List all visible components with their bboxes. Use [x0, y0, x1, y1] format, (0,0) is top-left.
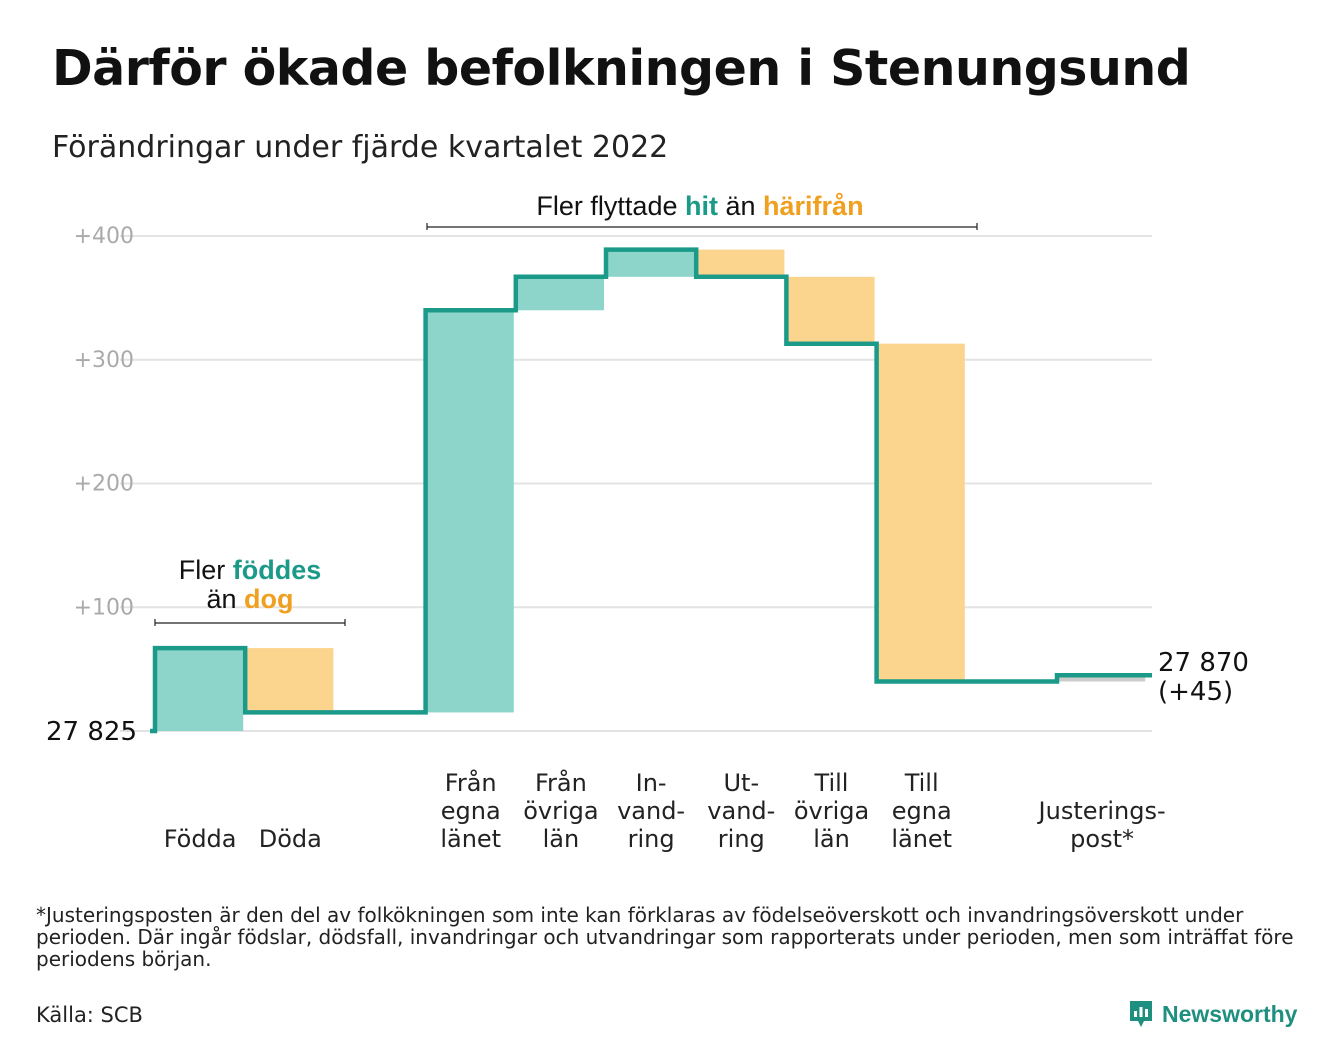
end-change-label: (+45) — [1158, 677, 1233, 707]
waterfall-bar — [878, 343, 965, 682]
x-category-label: Födda — [164, 825, 237, 853]
x-category-label: Justerings-post* — [1037, 797, 1166, 853]
y-tick-label: +400 — [74, 224, 134, 249]
y-tick-label: +100 — [74, 595, 134, 620]
x-category-label: In-vand-ring — [617, 769, 685, 853]
brand-name: Newsworthy — [1162, 1000, 1298, 1027]
x-category-label: Döda — [259, 825, 322, 853]
brand-logo: Newsworthy — [1128, 998, 1297, 1030]
waterfall-bar — [1059, 675, 1146, 682]
x-category-label: Till egna länet — [891, 769, 952, 853]
x-category-label: Ut-vand-ring — [707, 769, 775, 853]
x-category-label: Till övriga län — [794, 769, 869, 853]
births-bracket — [154, 619, 346, 626]
newsworthy-logo-icon — [1130, 1001, 1152, 1027]
start-value-label: 27 825 — [46, 717, 137, 747]
waterfall-bar — [247, 648, 334, 713]
births-annotation-line1: Fler föddes — [179, 555, 322, 585]
waterfall-bar — [698, 249, 785, 277]
running-total-path — [150, 247, 1152, 734]
end-value-label: 27 870 — [1158, 648, 1249, 678]
moves-bracket — [426, 223, 978, 230]
waterfall-bar — [788, 276, 875, 344]
births-annotation: Fler föddes än dog — [154, 555, 346, 626]
chart-subtitle: Förändringar under fjärde kvartalet 2022 — [52, 130, 669, 165]
chart-title: Därför ökade befolkningen i Stenungsund — [52, 40, 1191, 97]
moves-annotation: Fler flyttade hit än härifrån — [426, 191, 978, 230]
y-tick-label: +200 — [74, 472, 134, 497]
source-note: Källa: SCB — [36, 1003, 143, 1027]
labels: +100 +200 +300 +400 Födda Döda Från egna länet Fr… — [46, 224, 1249, 853]
waterfall-bar — [427, 310, 514, 713]
x-category-label: Från egna länet — [440, 768, 501, 853]
births-annotation-line2: än dog — [206, 584, 293, 614]
gridlines — [120, 235, 1152, 732]
waterfall-bar — [517, 276, 604, 311]
x-category-label: Från övriga län — [523, 768, 598, 853]
y-tick-label: +300 — [74, 348, 134, 373]
waterfall-bar — [157, 648, 244, 731]
footnote: *Justeringsposten är den del av folkökni… — [36, 903, 1294, 971]
moves-annotation-text: Fler flyttade hit än härifrån — [536, 191, 863, 221]
waterfall-bar — [608, 249, 695, 277]
bars — [157, 249, 1146, 731]
running-total-line — [150, 247, 1152, 734]
